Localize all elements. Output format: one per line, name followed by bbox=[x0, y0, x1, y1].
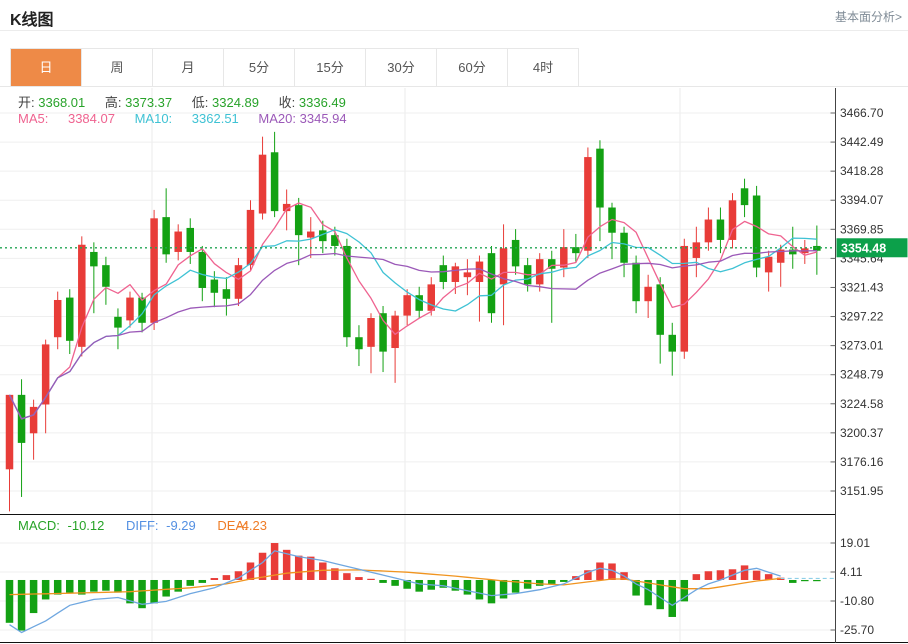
svg-text:-10.80: -10.80 bbox=[840, 594, 874, 608]
tab-30min[interactable]: 30分 bbox=[366, 49, 437, 86]
svg-text:3442.49: 3442.49 bbox=[840, 135, 884, 149]
svg-text:3248.79: 3248.79 bbox=[840, 368, 884, 382]
svg-text:3176.16: 3176.16 bbox=[840, 455, 884, 469]
chart-frame bbox=[0, 88, 908, 643]
tab-15min[interactable]: 15分 bbox=[295, 49, 366, 86]
candles-layer bbox=[5, 131, 821, 512]
high-label: 高: bbox=[104, 95, 122, 110]
low-value: 3324.89 bbox=[212, 95, 259, 110]
macd-readout: MACD: -10.12 DIFF: -9.29 DEA: -4.23 bbox=[18, 518, 267, 533]
macd-lines-layer bbox=[9, 550, 835, 634]
axis-labels: 3466.703442.493418.283394.073369.853345.… bbox=[830, 106, 884, 637]
ma5-value: 3384.07 bbox=[67, 111, 115, 126]
svg-text:3369.85: 3369.85 bbox=[840, 222, 884, 236]
close-label: 收: bbox=[278, 95, 296, 110]
svg-text:3200.37: 3200.37 bbox=[840, 426, 884, 440]
ma10-label: MA10: bbox=[134, 111, 173, 126]
open-label: 开: bbox=[18, 95, 35, 110]
ohlc-readout: 开: 3368.01 高: 3373.37 低: 3324.89 收: 3336… bbox=[18, 92, 362, 111]
ma10-value: 3362.51 bbox=[191, 111, 239, 126]
tab-4hour[interactable]: 4时 bbox=[508, 49, 578, 86]
diff-label: DIFF: bbox=[126, 518, 159, 533]
ma-readout: MA5: 3384.07 MA10: 3362.51 MA20: 3345.94 bbox=[18, 111, 347, 126]
svg-text:19.01: 19.01 bbox=[840, 536, 870, 550]
dea-value: -4.23 bbox=[237, 518, 268, 533]
svg-text:3224.58: 3224.58 bbox=[840, 397, 884, 411]
macd-histogram-layer bbox=[5, 543, 821, 631]
svg-text:3151.95: 3151.95 bbox=[840, 484, 884, 498]
header-divider bbox=[0, 30, 908, 31]
ma5-label: MA5: bbox=[18, 111, 49, 126]
fundamental-analysis-link[interactable]: 基本面分析> bbox=[834, 10, 902, 24]
dea-label: DEA: bbox=[217, 518, 248, 533]
svg-text:3394.07: 3394.07 bbox=[840, 193, 884, 207]
gridlines bbox=[0, 88, 836, 642]
current-price-badge: 3354.48 bbox=[836, 238, 908, 258]
page-title: K线图 bbox=[10, 12, 54, 29]
svg-text:4.11: 4.11 bbox=[840, 565, 863, 579]
close-value: 3336.49 bbox=[298, 95, 346, 110]
diff-value: -9.29 bbox=[166, 518, 196, 533]
svg-text:3297.22: 3297.22 bbox=[840, 310, 884, 324]
tab-bar-divider bbox=[0, 86, 908, 87]
svg-text:-25.70: -25.70 bbox=[840, 623, 874, 637]
open-value: 3368.01 bbox=[38, 95, 86, 110]
low-label: 低: bbox=[191, 95, 209, 110]
tab-day[interactable]: 日 bbox=[11, 49, 82, 86]
svg-text:3273.01: 3273.01 bbox=[840, 339, 884, 353]
svg-text:3354.48: 3354.48 bbox=[841, 241, 886, 255]
svg-text:3466.70: 3466.70 bbox=[840, 106, 884, 120]
tab-month[interactable]: 月 bbox=[153, 49, 224, 86]
tab-week[interactable]: 周 bbox=[82, 49, 153, 86]
macd-value: -10.12 bbox=[67, 518, 105, 533]
tab-5min[interactable]: 5分 bbox=[224, 49, 295, 86]
period-tab-bar: 日 周 月 5分 15分 30分 60分 4时 bbox=[10, 48, 579, 86]
tab-60min[interactable]: 60分 bbox=[437, 49, 508, 86]
svg-text:3321.43: 3321.43 bbox=[840, 280, 884, 294]
svg-text:3418.28: 3418.28 bbox=[840, 164, 884, 178]
high-value: 3373.37 bbox=[125, 95, 173, 110]
ma20-label: MA20: bbox=[258, 111, 296, 126]
ma-lines-layer bbox=[8, 202, 818, 420]
macd-label: MACD: bbox=[18, 518, 60, 533]
ma20-value: 3345.94 bbox=[299, 111, 347, 126]
